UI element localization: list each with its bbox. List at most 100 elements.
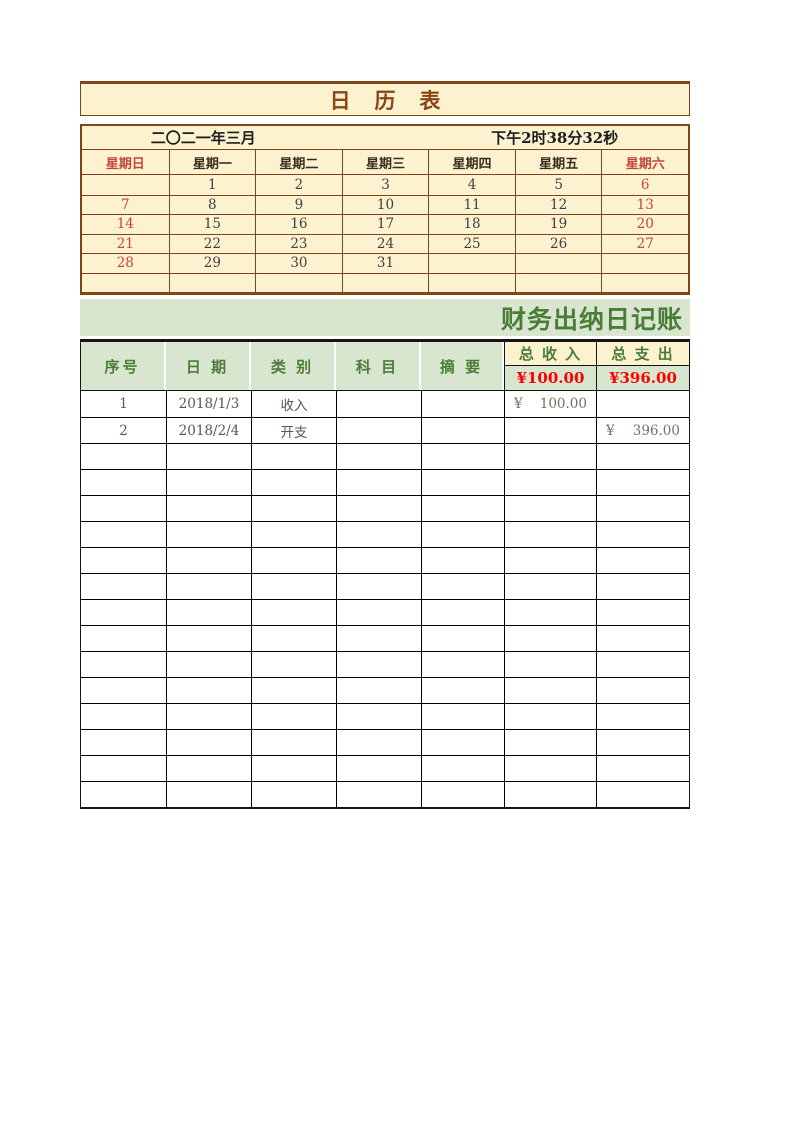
day-cell[interactable]: 7 [120, 196, 130, 213]
day-cell[interactable]: 9 [255, 195, 342, 214]
cell-income[interactable] [504, 574, 596, 599]
cell-summary[interactable] [421, 652, 504, 677]
day-cell[interactable]: 3 [341, 175, 429, 195]
cell-subject[interactable] [336, 496, 421, 521]
cell-no[interactable] [81, 470, 166, 495]
cell-subject[interactable] [336, 652, 421, 677]
cell-subject[interactable] [336, 704, 421, 729]
day-cell[interactable]: 23 [255, 234, 342, 253]
cell-summary[interactable] [421, 600, 504, 625]
cell-date[interactable] [166, 626, 251, 651]
cell-income[interactable] [504, 444, 596, 469]
day-cell[interactable]: 15 [168, 215, 256, 234]
day-cell[interactable]: 30 [255, 254, 342, 273]
cell-no[interactable] [81, 756, 166, 781]
cell-date[interactable] [166, 574, 251, 599]
day-cell[interactable]: 13 [601, 195, 688, 214]
cell-summary[interactable] [421, 704, 504, 729]
cell-no[interactable] [81, 704, 166, 729]
cell-subject[interactable] [336, 444, 421, 469]
cell-category[interactable] [251, 522, 336, 547]
cell-category[interactable] [251, 678, 336, 703]
cell-summary[interactable] [421, 756, 504, 781]
cell-income[interactable] [504, 522, 596, 547]
header-date[interactable]: 日 期 [166, 342, 251, 390]
day-cell[interactable] [514, 254, 602, 273]
cell-expense[interactable] [596, 470, 689, 495]
cell-category[interactable] [251, 756, 336, 781]
cell-summary[interactable] [421, 496, 504, 521]
cell-summary[interactable] [421, 574, 504, 599]
cell-subject[interactable] [336, 548, 421, 573]
cell-expense[interactable] [596, 600, 689, 625]
weekday-cell[interactable]: 星期日 [105, 155, 145, 171]
day-cell[interactable]: 8 [168, 195, 256, 214]
cell-summary[interactable] [421, 418, 504, 443]
header-total-expense[interactable]: 总 支 出 [596, 342, 689, 366]
cell-date[interactable] [166, 470, 251, 495]
weekday-cell[interactable]: 星期一 [168, 150, 256, 174]
cell-expense[interactable] [596, 756, 689, 781]
cell-no[interactable] [81, 522, 166, 547]
cell-expense[interactable]: ¥396.00 [596, 418, 689, 443]
cell-category[interactable] [251, 496, 336, 521]
cell-category[interactable] [251, 444, 336, 469]
cell-summary[interactable] [421, 782, 504, 807]
cell-expense[interactable] [596, 678, 689, 703]
cell-income[interactable] [504, 548, 596, 573]
cell-category[interactable] [251, 600, 336, 625]
cell-income[interactable] [504, 470, 596, 495]
cell-subject[interactable] [336, 391, 421, 417]
cell-subject[interactable] [336, 418, 421, 443]
header-category[interactable]: 类 别 [251, 342, 336, 390]
cell-date[interactable]: 2018/1/3 [166, 391, 251, 417]
day-cell[interactable] [255, 273, 342, 292]
cell-no[interactable] [81, 600, 166, 625]
weekday-cell[interactable]: 星期二 [255, 150, 342, 174]
cell-expense[interactable] [596, 496, 689, 521]
cell-summary[interactable] [421, 391, 504, 417]
cell-date[interactable] [166, 548, 251, 573]
cell-subject[interactable] [336, 522, 421, 547]
day-cell[interactable]: 10 [341, 195, 429, 214]
header-subject[interactable]: 科 目 [336, 342, 421, 390]
cell-category[interactable]: 开支 [251, 418, 336, 443]
day-cell[interactable]: 19 [514, 215, 602, 234]
cell-expense[interactable] [596, 730, 689, 755]
cell-income[interactable] [504, 626, 596, 651]
cell-income[interactable] [504, 704, 596, 729]
cell-income[interactable] [504, 418, 596, 443]
cell-expense[interactable] [596, 548, 689, 573]
cell-summary[interactable] [421, 522, 504, 547]
cell-subject[interactable] [336, 756, 421, 781]
day-cell[interactable]: 21 [116, 235, 134, 252]
cell-expense[interactable] [596, 391, 689, 417]
cell-income[interactable] [504, 782, 596, 807]
cell-summary[interactable] [421, 678, 504, 703]
cell-no[interactable] [81, 548, 166, 573]
cell-category[interactable] [251, 548, 336, 573]
cell-category[interactable] [251, 704, 336, 729]
day-cell[interactable]: 22 [168, 234, 256, 253]
cell-summary[interactable] [421, 444, 504, 469]
day-cell[interactable] [601, 254, 688, 273]
cell-subject[interactable] [336, 730, 421, 755]
cell-income[interactable]: ¥100.00 [504, 391, 596, 417]
weekday-cell[interactable]: 星期三 [341, 150, 429, 174]
cell-summary[interactable] [421, 730, 504, 755]
cell-date[interactable] [166, 730, 251, 755]
month-label[interactable]: 二〇二一年三月 [150, 129, 256, 147]
day-cell[interactable] [168, 273, 256, 292]
cell-subject[interactable] [336, 626, 421, 651]
day-cell[interactable] [601, 273, 688, 292]
cell-no[interactable] [81, 730, 166, 755]
day-cell[interactable]: 2 [255, 175, 342, 195]
cell-no[interactable] [81, 782, 166, 807]
cell-date[interactable] [166, 522, 251, 547]
cell-income[interactable] [504, 756, 596, 781]
cell-summary[interactable] [421, 548, 504, 573]
day-cell[interactable]: 18 [428, 215, 515, 234]
cell-date[interactable] [166, 652, 251, 677]
total-expense-value[interactable]: ¥396.00 [596, 366, 689, 390]
cell-subject[interactable] [336, 470, 421, 495]
